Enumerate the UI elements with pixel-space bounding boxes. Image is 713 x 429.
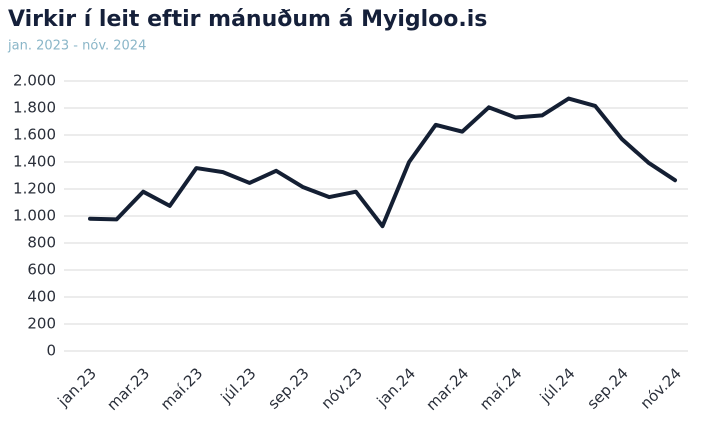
x-tick-label: júl.23 xyxy=(217,364,260,407)
y-tick-label: 1.800 xyxy=(13,99,56,117)
y-tick-label: 2.000 xyxy=(13,72,56,90)
x-tick-label: sep.23 xyxy=(264,364,312,412)
chart-title: Virkir í leit eftir mánuðum á Myigloo.is xyxy=(8,7,487,32)
line xyxy=(88,96,677,229)
y-tick-label: 1.200 xyxy=(13,180,56,198)
x-tick-label: nóv.24 xyxy=(637,364,685,412)
y-tick-label: 1.400 xyxy=(13,153,56,171)
y-tick-label: 0 xyxy=(46,342,56,360)
x-tick-label: júl.24 xyxy=(536,364,579,407)
x-tick-label: maí.24 xyxy=(476,364,525,413)
y-tick-label: 600 xyxy=(27,261,56,279)
chart-subtitle: jan. 2023 - nóv. 2024 xyxy=(7,39,146,54)
x-tick-label: mar.23 xyxy=(103,364,153,414)
x-tick-label: maí.23 xyxy=(157,364,206,413)
x-tick-label: mar.24 xyxy=(422,364,472,414)
y-tick-label: 800 xyxy=(27,234,56,252)
y-tick-label: 1.000 xyxy=(13,207,56,225)
y-tick-label: 400 xyxy=(27,288,56,306)
x-tick-label: nóv.23 xyxy=(318,364,366,412)
y-tick-label: 1.600 xyxy=(13,126,56,144)
x-tick-label: jan.24 xyxy=(373,364,419,410)
x-tick-label: jan.23 xyxy=(54,364,100,410)
x-tick-label: sep.24 xyxy=(583,364,631,412)
y-tick-label: 200 xyxy=(27,315,56,333)
